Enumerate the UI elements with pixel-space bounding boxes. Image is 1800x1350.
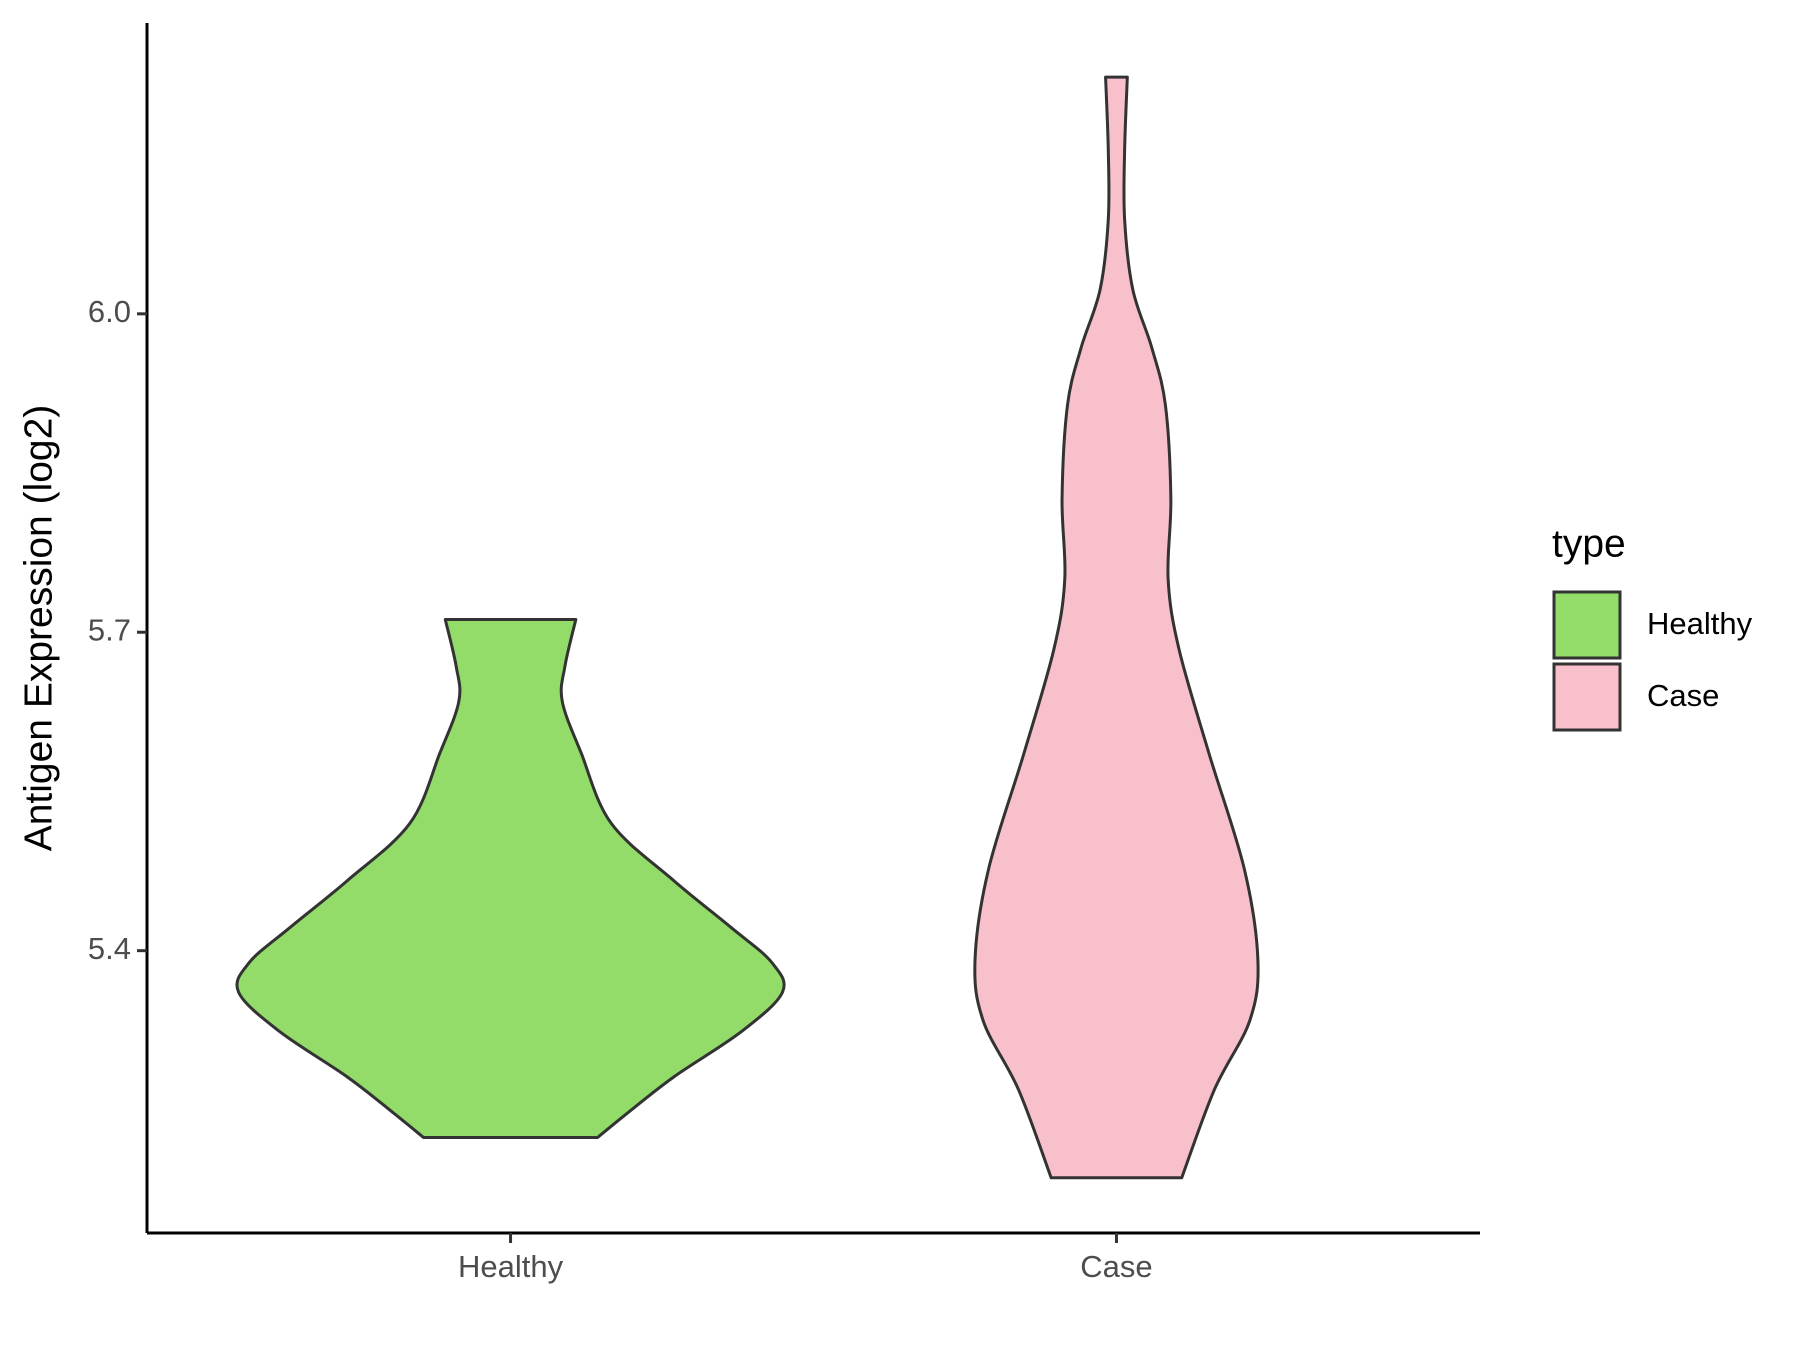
y-axis-title: Antigen Expression (log2) <box>17 405 60 852</box>
legend-key <box>1552 590 1622 660</box>
legend-label: Healthy <box>1647 606 1753 641</box>
legend-title: type <box>1552 522 1626 565</box>
y-tick-label: 5.7 <box>88 612 131 647</box>
x-tick-label: Case <box>1080 1249 1152 1284</box>
x-tick-label: Healthy <box>458 1249 564 1284</box>
y-tick-label: 6.0 <box>88 294 131 329</box>
violin <box>973 75 1260 1180</box>
legend-key <box>1552 662 1622 732</box>
y-tick-label: 5.4 <box>88 931 131 966</box>
violin <box>235 618 786 1139</box>
legend-label: Case <box>1647 678 1719 713</box>
